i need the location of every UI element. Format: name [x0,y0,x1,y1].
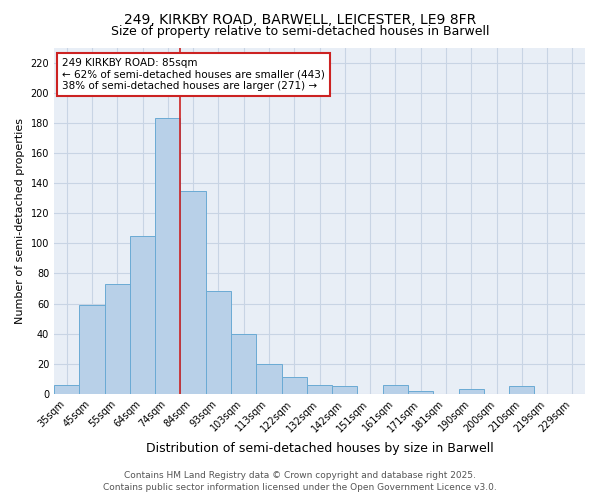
Bar [130,236,155,394]
Bar [231,334,256,394]
Text: 249, KIRKBY ROAD, BARWELL, LEICESTER, LE9 8FR: 249, KIRKBY ROAD, BARWELL, LEICESTER, LE… [124,12,476,26]
Bar [509,386,535,394]
Bar [332,386,358,394]
X-axis label: Distribution of semi-detached houses by size in Barwell: Distribution of semi-detached houses by … [146,442,493,455]
Y-axis label: Number of semi-detached properties: Number of semi-detached properties [15,118,25,324]
Bar [155,118,181,394]
Bar [307,385,332,394]
Bar [54,385,79,394]
Bar [281,378,307,394]
Bar [181,190,206,394]
Bar [256,364,281,394]
Bar [104,284,130,394]
Bar [79,305,104,394]
Bar [408,391,433,394]
Text: 249 KIRKBY ROAD: 85sqm
← 62% of semi-detached houses are smaller (443)
38% of se: 249 KIRKBY ROAD: 85sqm ← 62% of semi-det… [62,58,325,91]
Bar [383,385,408,394]
Bar [206,292,231,394]
Text: Contains HM Land Registry data © Crown copyright and database right 2025.
Contai: Contains HM Land Registry data © Crown c… [103,471,497,492]
Text: Size of property relative to semi-detached houses in Barwell: Size of property relative to semi-detach… [111,25,489,38]
Bar [458,390,484,394]
